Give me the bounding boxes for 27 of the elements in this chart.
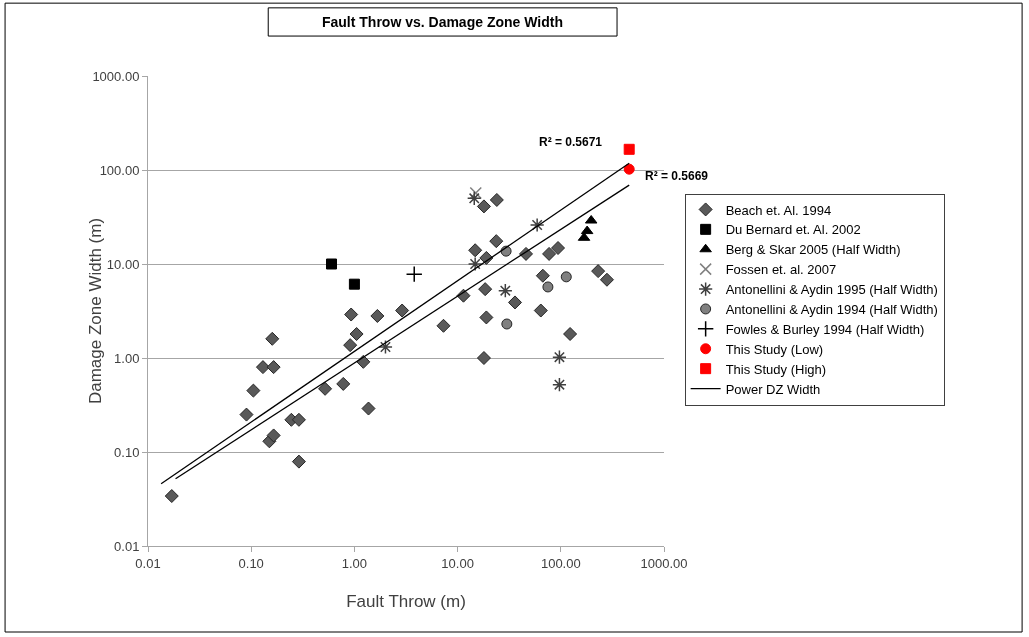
x-tick-label: 1.00 — [341, 555, 368, 571]
y-tick-label: 10.00 — [106, 256, 140, 272]
legend-label: Fowles & Burley 1994 (Half Width) — [725, 321, 925, 337]
legend-label: This Study (Low) — [725, 341, 824, 357]
annotation: R² = 0.5669 — [645, 169, 709, 183]
y-tick-label: 1.00 — [114, 350, 140, 366]
y-tick-label: 100.00 — [99, 162, 140, 178]
chart-title: Fault Throw vs. Damage Zone Width — [321, 14, 563, 31]
legend-label: Beach et. Al. 1994 — [725, 202, 832, 218]
x-tick-label: 0.01 — [135, 555, 161, 571]
x-tick-label: 100.00 — [540, 555, 581, 571]
y-tick-label: 0.10 — [114, 444, 140, 460]
legend-label: Power DZ Width — [725, 381, 821, 397]
y-tick-label: 0.01 — [114, 538, 140, 554]
x-tick-label: 10.00 — [441, 555, 474, 571]
legend-label: Du Bernard et. Al. 2002 — [725, 222, 861, 238]
legend-label: This Study (High) — [725, 361, 827, 377]
legend-label: Antonellini & Aydin 1995 (Half Width) — [725, 282, 938, 298]
x-tick-label: 0.10 — [238, 555, 264, 571]
x-tick-label: 1000.00 — [640, 555, 688, 571]
legend-label: Berg & Skar 2005 (Half Width) — [725, 242, 901, 258]
annotation: R² = 0.5671 — [539, 135, 603, 149]
legend-label: Fossen et. al. 2007 — [725, 262, 837, 278]
y-tick-label: 1000.00 — [92, 68, 140, 84]
y-axis-title: Damage Zone Width (m) — [85, 217, 105, 405]
x-axis-title: Fault Throw (m) — [346, 592, 466, 611]
legend-label: Antonellini & Aydin 1994 (Half Width) — [725, 302, 938, 318]
